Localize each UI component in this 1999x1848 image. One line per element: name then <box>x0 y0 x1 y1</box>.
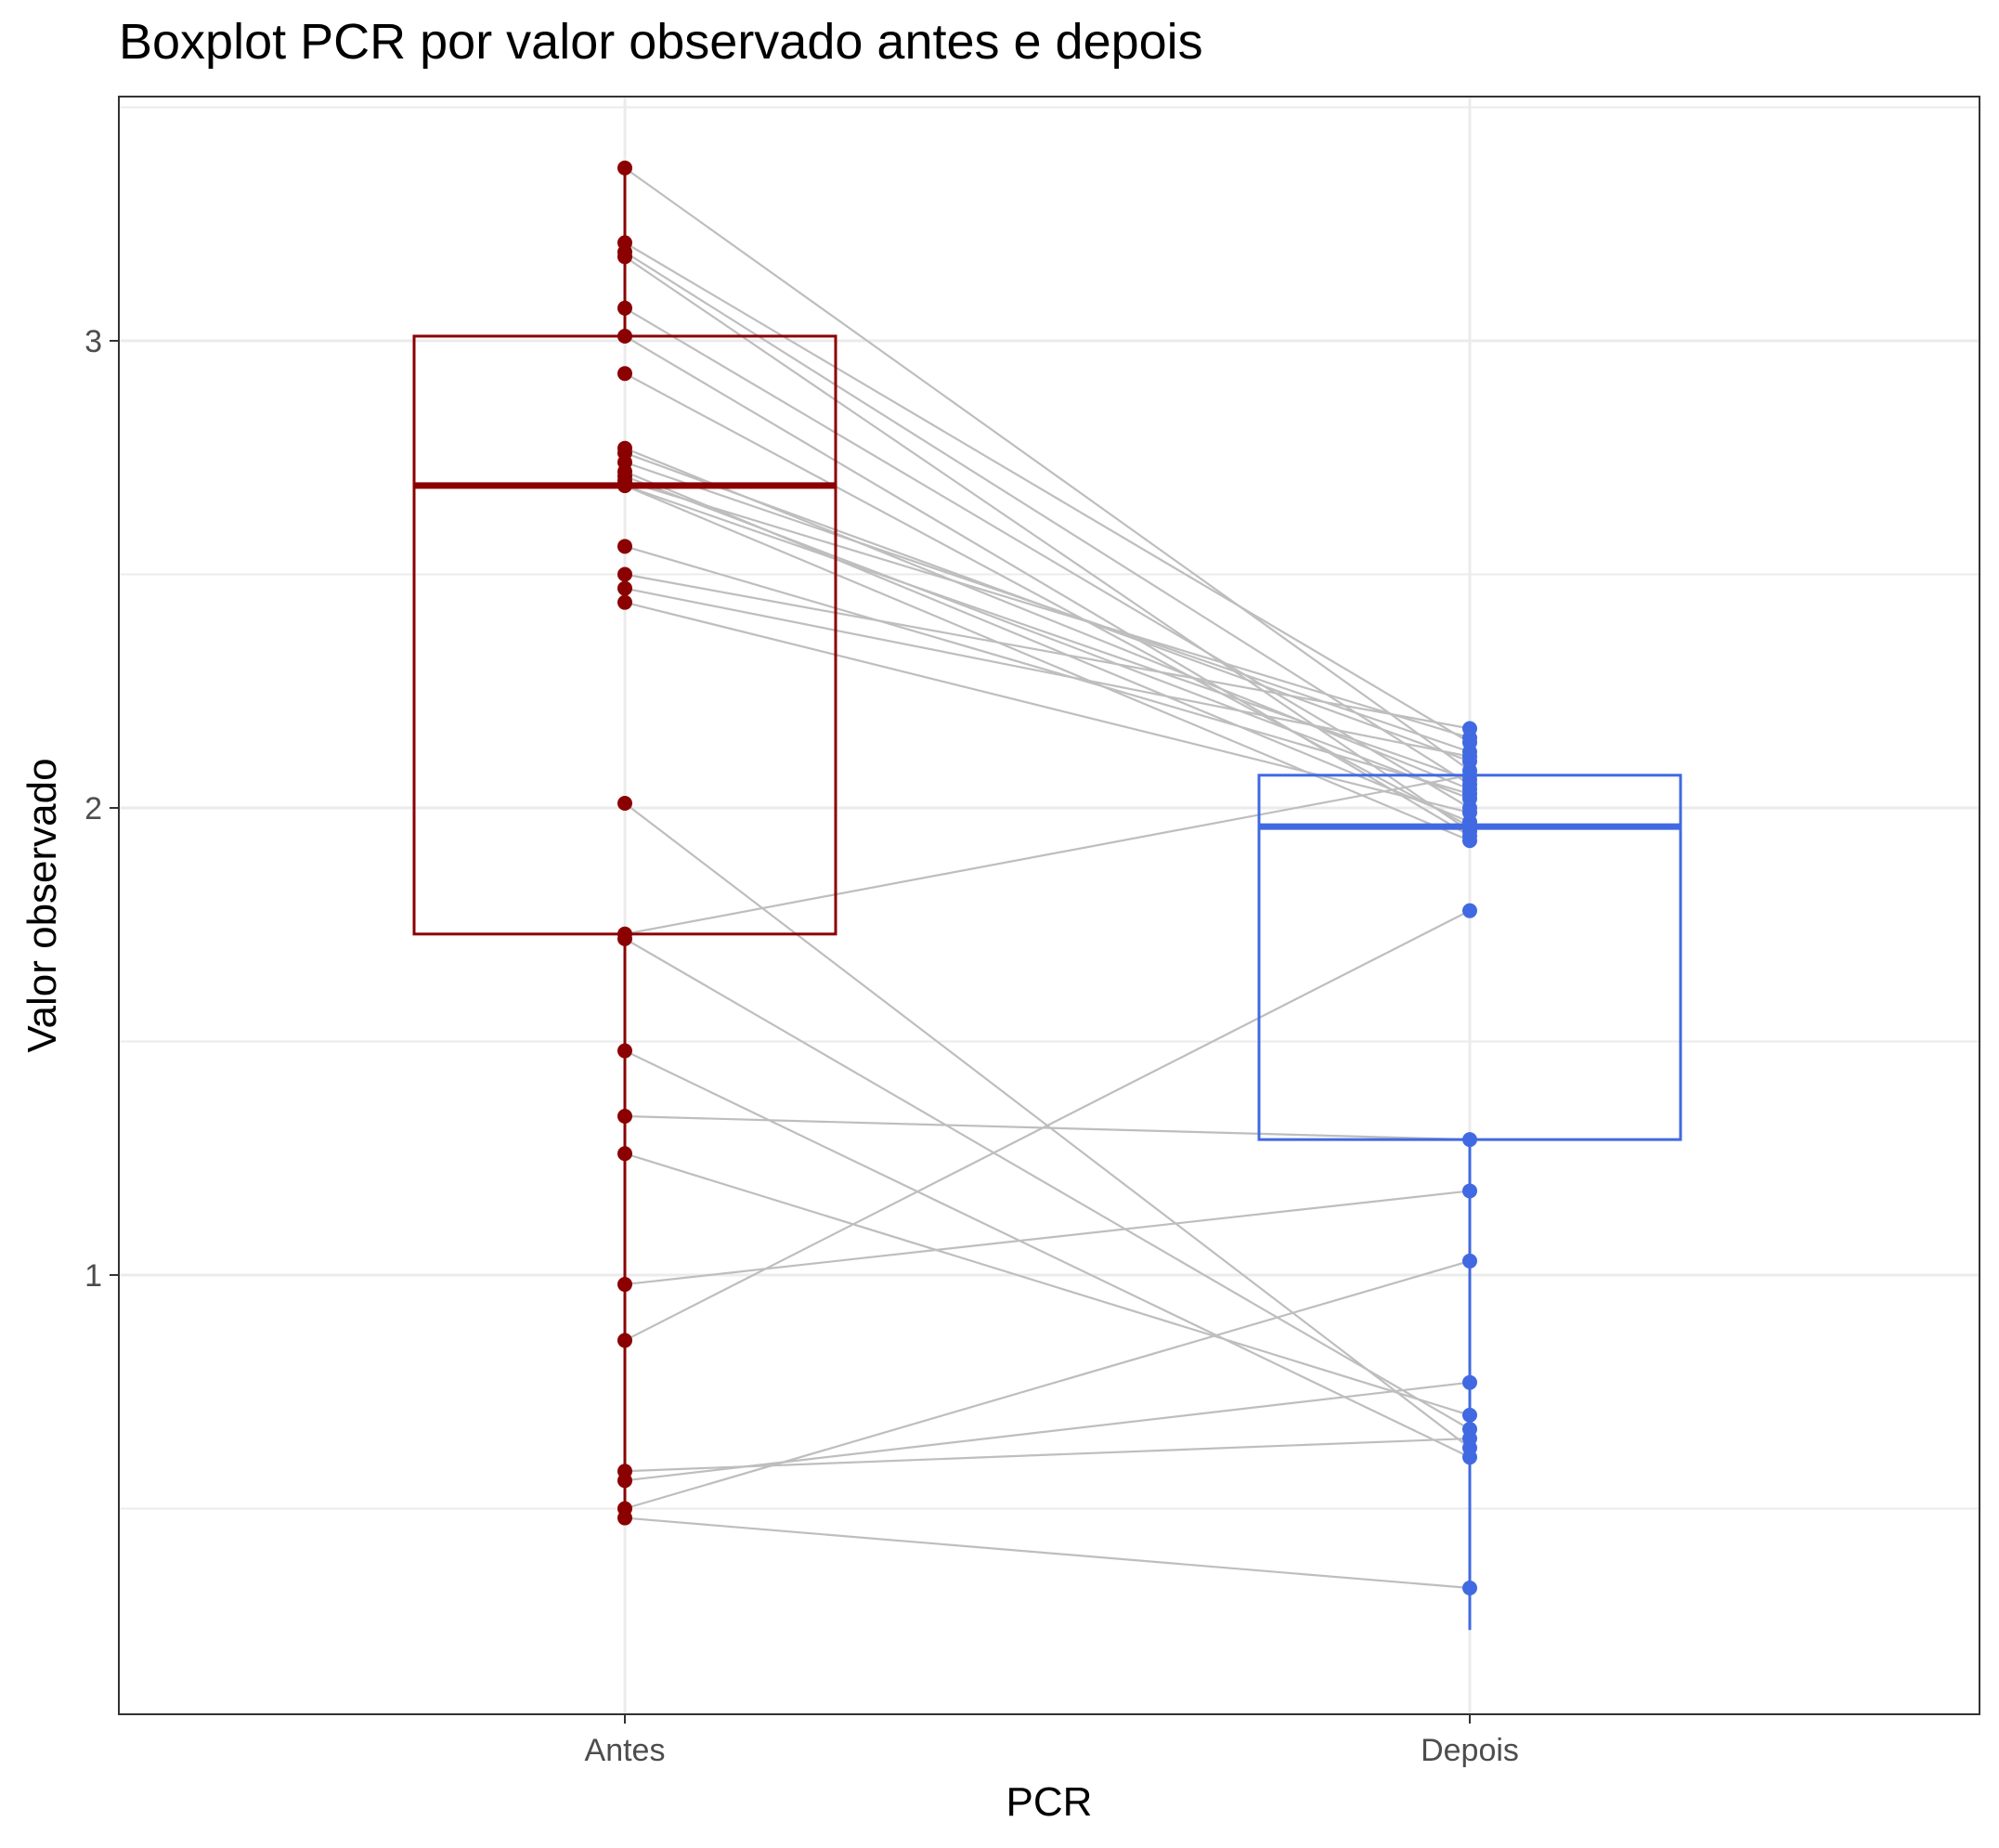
point-depois <box>1462 1374 1477 1390</box>
y-axis: 1 2 3 <box>84 324 119 1294</box>
pair-line <box>624 372 1471 828</box>
data-points <box>617 160 1477 1596</box>
point-antes <box>617 1473 632 1489</box>
pair-line <box>624 1152 1471 1416</box>
pair-line <box>624 306 1471 809</box>
x-tick-label: Antes <box>585 1733 666 1768</box>
minor-gridlines <box>119 106 1980 1510</box>
point-antes <box>617 1277 632 1293</box>
point-depois <box>1462 1581 1477 1596</box>
y-tick-label: 3 <box>84 324 102 359</box>
point-depois <box>1462 786 1477 801</box>
pair-line <box>624 1049 1471 1459</box>
point-antes <box>617 328 632 344</box>
point-depois <box>1462 903 1477 918</box>
pair-line <box>624 484 1471 842</box>
point-antes <box>617 1043 632 1059</box>
pair-line <box>624 587 1471 758</box>
point-antes <box>617 477 632 493</box>
pair-line <box>624 1190 1471 1286</box>
point-depois <box>1462 721 1477 736</box>
point-depois <box>1462 1407 1477 1423</box>
pair-line <box>624 479 1471 739</box>
point-depois <box>1462 1431 1477 1447</box>
box-groups <box>412 167 1682 1631</box>
pair-line <box>624 1114 1471 1141</box>
point-antes <box>617 580 632 596</box>
plot-panel-border <box>118 96 1980 1715</box>
y-tick-label: 2 <box>84 791 102 826</box>
point-antes <box>617 160 632 176</box>
pair-line <box>624 1381 1471 1482</box>
point-depois <box>1462 1132 1477 1148</box>
pair-line <box>624 545 1471 795</box>
point-antes <box>617 1333 632 1348</box>
major-gridlines <box>119 97 1980 1714</box>
pair-line <box>624 335 1471 838</box>
point-antes <box>617 795 632 811</box>
pair-line <box>624 909 1471 1342</box>
pair-line <box>624 475 1471 800</box>
point-antes <box>617 539 632 554</box>
point-antes <box>617 566 632 582</box>
pair-line <box>624 937 1471 1430</box>
point-antes <box>617 1146 632 1162</box>
point-depois <box>1462 833 1477 849</box>
pair-line <box>624 1516 1471 1590</box>
x-axis-title: PCR <box>1006 1779 1093 1825</box>
point-antes <box>617 249 632 265</box>
point-antes <box>617 300 632 316</box>
pair-line <box>624 255 1471 833</box>
pair-line <box>624 1437 1471 1473</box>
y-axis-title: Valor observado <box>19 758 65 1052</box>
x-axis: Antes Depois <box>585 1714 1519 1768</box>
chart-title: Boxplot PCR por valor observado antes e … <box>119 14 1203 70</box>
point-depois <box>1462 767 1477 783</box>
pair-line <box>624 774 1471 935</box>
point-depois <box>1462 748 1477 764</box>
pair-line <box>624 1259 1471 1510</box>
pair-line <box>624 573 1471 730</box>
pair-line <box>624 601 1471 814</box>
point-antes <box>617 931 632 946</box>
point-depois <box>1462 1253 1477 1269</box>
y-tick-label: 1 <box>84 1258 102 1294</box>
point-depois <box>1462 1183 1477 1199</box>
pair-line <box>624 241 1471 744</box>
paired-connecting-lines <box>624 166 1471 1590</box>
point-antes <box>617 366 632 382</box>
point-antes <box>617 1108 632 1124</box>
point-antes <box>617 594 632 610</box>
point-depois <box>1462 805 1477 821</box>
pair-line <box>624 166 1471 772</box>
point-antes <box>617 1510 632 1526</box>
x-tick-label: Depois <box>1421 1733 1519 1768</box>
pair-line <box>624 484 1471 781</box>
point-depois <box>1462 1450 1477 1465</box>
